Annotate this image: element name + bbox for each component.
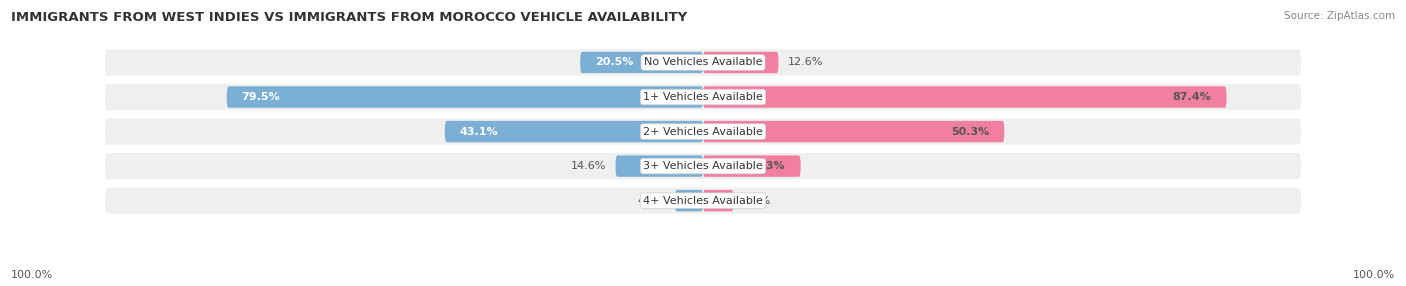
Text: 16.3%: 16.3% — [747, 161, 786, 171]
Text: 3+ Vehicles Available: 3+ Vehicles Available — [643, 161, 763, 171]
Text: Source: ZipAtlas.com: Source: ZipAtlas.com — [1284, 11, 1395, 21]
Text: 20.5%: 20.5% — [595, 57, 634, 67]
FancyBboxPatch shape — [226, 86, 703, 108]
Text: 100.0%: 100.0% — [1353, 270, 1395, 280]
Text: No Vehicles Available: No Vehicles Available — [644, 57, 762, 67]
Text: 100.0%: 100.0% — [11, 270, 53, 280]
Text: 14.6%: 14.6% — [571, 161, 606, 171]
Text: 4.7%: 4.7% — [637, 196, 666, 206]
Text: 43.1%: 43.1% — [460, 127, 498, 136]
FancyBboxPatch shape — [675, 190, 703, 211]
FancyBboxPatch shape — [703, 121, 1004, 142]
Text: 87.4%: 87.4% — [1173, 92, 1212, 102]
FancyBboxPatch shape — [444, 121, 703, 142]
FancyBboxPatch shape — [703, 52, 779, 73]
FancyBboxPatch shape — [104, 152, 1302, 180]
FancyBboxPatch shape — [104, 48, 1302, 77]
FancyBboxPatch shape — [703, 86, 1226, 108]
Text: 4+ Vehicles Available: 4+ Vehicles Available — [643, 196, 763, 206]
Text: IMMIGRANTS FROM WEST INDIES VS IMMIGRANTS FROM MOROCCO VEHICLE AVAILABILITY: IMMIGRANTS FROM WEST INDIES VS IMMIGRANT… — [11, 11, 688, 24]
Text: 79.5%: 79.5% — [242, 92, 280, 102]
FancyBboxPatch shape — [104, 117, 1302, 146]
FancyBboxPatch shape — [581, 52, 703, 73]
Text: 50.3%: 50.3% — [950, 127, 990, 136]
FancyBboxPatch shape — [703, 155, 800, 177]
Text: 2+ Vehicles Available: 2+ Vehicles Available — [643, 127, 763, 136]
FancyBboxPatch shape — [104, 186, 1302, 215]
Text: 12.6%: 12.6% — [787, 57, 823, 67]
Text: 5.1%: 5.1% — [742, 196, 770, 206]
FancyBboxPatch shape — [703, 190, 734, 211]
Text: 1+ Vehicles Available: 1+ Vehicles Available — [643, 92, 763, 102]
FancyBboxPatch shape — [104, 83, 1302, 111]
FancyBboxPatch shape — [616, 155, 703, 177]
